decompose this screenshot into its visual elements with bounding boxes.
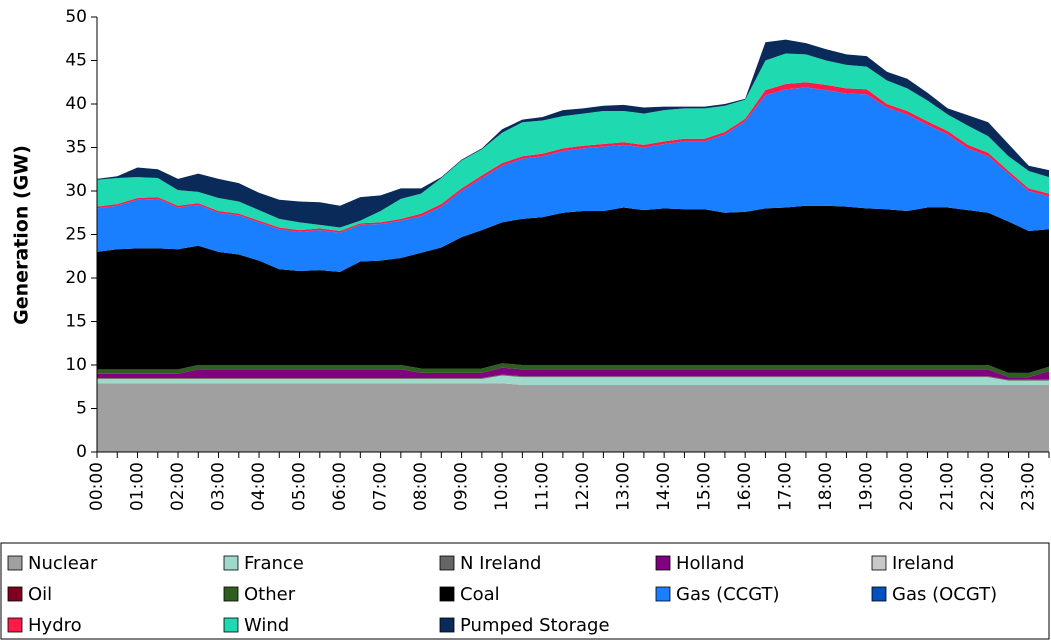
legend-label: Hydro [28,615,82,636]
x-tick-label: 15:00 [695,462,715,511]
y-tick-label: 35 [65,138,87,158]
legend-swatch [439,617,455,633]
legend-label: Ireland [892,553,954,574]
legend: Nuclear France N Ireland Holland Ireland Oil O… [7,553,997,636]
x-tick-label: 23:00 [1019,462,1039,511]
x-tick-label: 13:00 [614,462,634,511]
legend-swatch [223,617,239,633]
y-tick-label: 50 [65,7,87,27]
x-tick-label: 07:00 [371,462,391,511]
legend-label: Oil [28,584,52,605]
legend-swatch [655,586,671,602]
legend-swatch [655,555,671,571]
area [97,375,1049,386]
legend-swatch [223,555,239,571]
x-tick-label: 16:00 [735,462,755,511]
x-tick-label: 09:00 [452,462,472,511]
legend-swatch [871,586,887,602]
x-tick-label: 08:00 [411,462,431,511]
x-tick-label: 01:00 [128,462,148,511]
legend-label: Gas (OCGT) [892,584,997,605]
x-tick-label: 19:00 [857,462,877,511]
legend-label: Holland [676,553,744,574]
legend-label: N Ireland [460,553,541,574]
legend-swatch [7,555,23,571]
x-tick-label: 18:00 [816,462,836,511]
legend-box [0,542,1050,640]
legend-label: France [244,553,304,574]
legend-label: Gas (CCGT) [676,584,780,605]
area [97,383,1049,452]
x-tick-label: 04:00 [249,462,269,511]
x-tick-label: 10:00 [492,462,512,511]
y-tick-label: 5 [76,399,87,419]
legend-swatch [871,555,887,571]
legend-label: Coal [460,584,500,605]
area [97,367,1049,380]
legend-swatch [439,586,455,602]
y-tick-label: 0 [76,442,87,462]
area [97,363,1049,378]
legend-swatch [7,586,23,602]
x-tick-label: 02:00 [168,462,188,511]
area [97,53,1049,232]
x-tick-label: 17:00 [776,462,796,511]
y-tick-label: 45 [65,51,87,71]
y-axis-title: Generation (GW) [11,145,33,325]
x-tick-label: 05:00 [290,462,310,511]
legend-label: Other [244,584,296,605]
x-tick-label: 11:00 [533,462,553,511]
x-tick-label: 12:00 [573,462,593,511]
legend-swatch [7,617,23,633]
legend-label: Wind [244,615,289,636]
y-tick-label: 20 [65,268,87,288]
legend-swatch [439,555,455,571]
x-tick-label: 00:00 [87,462,107,511]
y-tick-label: 10 [65,355,87,375]
legend-label: Nuclear [28,553,98,574]
x-tick-label: 22:00 [978,462,998,511]
area [97,87,1049,272]
y-tick-label: 30 [65,181,87,201]
y-tick-label: 40 [65,94,87,114]
y-tick-label: 15 [65,312,87,332]
x-tick-label: 20:00 [897,462,917,511]
x-tick-label: 14:00 [654,462,674,511]
y-tick-label: 25 [65,225,87,245]
x-tick-label: 21:00 [938,462,958,511]
legend-swatch [223,586,239,602]
x-tick-label: 06:00 [330,462,350,511]
x-tick-label: 03:00 [209,462,229,511]
legend-label: Pumped Storage [460,615,610,636]
area [97,205,1049,373]
